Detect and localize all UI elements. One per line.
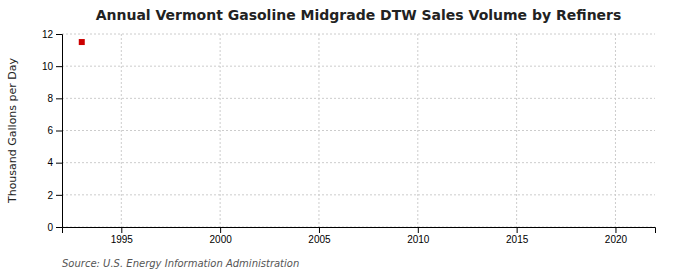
- y-grid-line: [62, 66, 655, 67]
- x-tick: 2005: [308, 227, 331, 245]
- y-tick-label: 0: [47, 222, 53, 233]
- x-tick-mark: [220, 227, 221, 233]
- x-tick-label: 2010: [407, 234, 430, 245]
- y-tick-mark: [56, 131, 62, 132]
- x-tick: 2000: [210, 227, 233, 245]
- y-axis-title: Thousand Gallons per Day: [6, 57, 19, 204]
- y-tick-mark: [56, 195, 62, 196]
- y-tick: 0: [47, 222, 62, 233]
- y-tick-label: 10: [42, 61, 54, 72]
- y-tick-label: 12: [42, 29, 54, 40]
- y-grid-line: [62, 98, 655, 99]
- x-axis: 1995 2000 2005 2010 2015 2020: [63, 227, 656, 245]
- y-tick: 10: [42, 61, 62, 72]
- x-axis-line: [63, 228, 656, 234]
- y-tick: 4: [47, 157, 62, 168]
- y-tick-label: 2: [47, 190, 53, 201]
- x-tick-label: 1995: [111, 234, 134, 245]
- y-tick-mark: [56, 34, 62, 35]
- y-tick-mark: [56, 163, 62, 164]
- y-tick: 6: [47, 125, 62, 136]
- title: Annual Vermont Gasoline Midgrade DTW Sal…: [96, 7, 622, 23]
- chart: 1995 2000 2005 2010 2015 2020 0 2 4 6 8 10 12 Annual …: [0, 0, 675, 275]
- plot-area: 1995 2000 2005 2010 2015 2020 0 2 4 6 8 10 12: [42, 29, 656, 245]
- marks: [79, 39, 85, 45]
- y-grid-line: [62, 130, 655, 131]
- x-tick-label: 2000: [210, 234, 233, 245]
- x-tick: 1995: [111, 227, 134, 245]
- x-tick-label: 2020: [605, 234, 628, 245]
- y-axis: 0 2 4 6 8 10 12: [42, 29, 63, 233]
- point: [79, 39, 85, 45]
- x-tick-mark: [121, 227, 122, 233]
- y-grid-line: [62, 34, 655, 35]
- x-tick: 2020: [605, 227, 628, 245]
- y-tick-mark: [56, 98, 62, 99]
- x-grid-line: [516, 34, 517, 227]
- y-tick-label: 4: [47, 157, 53, 168]
- x-tick-label: 2015: [506, 234, 529, 245]
- y-tick-mark: [56, 227, 62, 228]
- x-tick-mark: [615, 227, 616, 233]
- source-note: Source: U.S. Energy Information Administ…: [62, 258, 299, 269]
- y-axis-line: [56, 35, 63, 228]
- y-tick: 2: [47, 190, 62, 201]
- y-tick: 8: [47, 93, 62, 104]
- y-grid-line: [62, 194, 655, 195]
- x-tick-mark: [517, 227, 518, 233]
- y-tick: 12: [42, 29, 62, 40]
- y-tick-mark: [56, 66, 62, 67]
- y-grid-line: [62, 162, 655, 163]
- grid: [62, 34, 655, 227]
- y-tick-label: 8: [47, 93, 53, 104]
- x-tick-label: 2005: [308, 234, 331, 245]
- x-grid-line: [121, 34, 122, 227]
- x-tick-mark: [418, 227, 419, 233]
- x-tick: 2010: [407, 227, 430, 245]
- x-tick-mark: [319, 227, 320, 233]
- y-tick-label: 6: [47, 125, 53, 136]
- x-tick: 2015: [506, 227, 529, 245]
